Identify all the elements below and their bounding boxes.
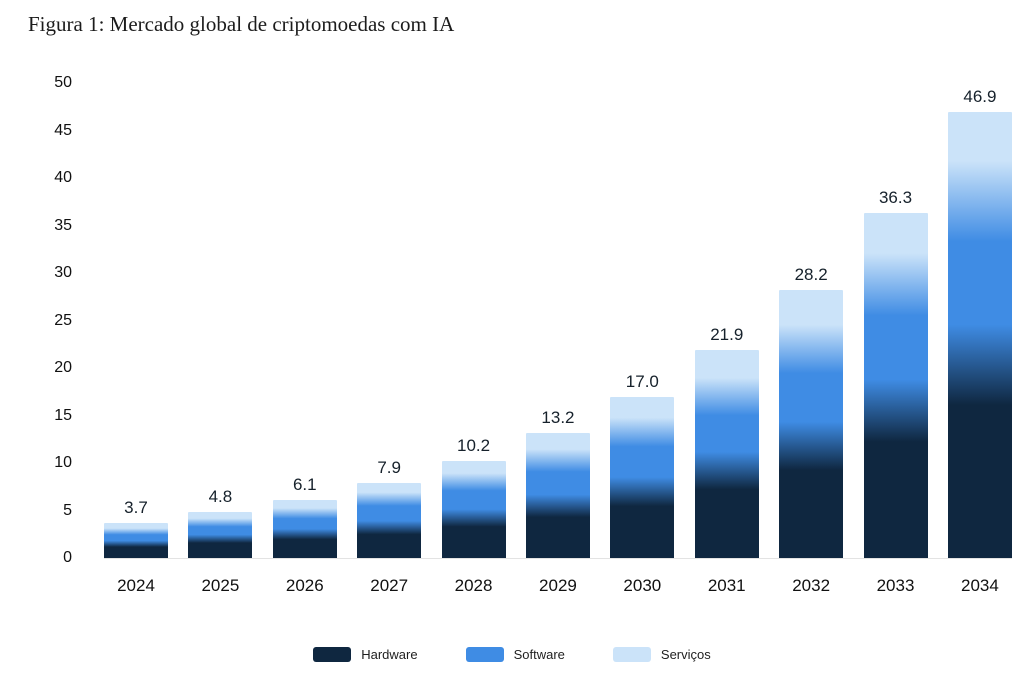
stacked-bar (947, 112, 1012, 558)
bar-group: 6.1 (272, 83, 337, 558)
bar-group: 21.9 (694, 83, 759, 558)
legend-item: Serviços (612, 647, 711, 662)
x-axis: 2024 2025 2026 2027 2028 2029 2030 2031 2032 2033… (104, 576, 1012, 596)
y-tick-label: 20 (54, 359, 72, 376)
y-tick-label: 0 (63, 549, 72, 566)
y-tick-label: 40 (54, 169, 72, 186)
y-tick-label: 35 (54, 216, 72, 234)
bar-value-label: 6.1 (292, 475, 317, 495)
bar-group: 3.7 (104, 83, 168, 558)
stacked-bar (779, 290, 844, 558)
x-axis-label: 2032 (792, 576, 831, 595)
legend-swatch (612, 647, 651, 662)
y-tick-label: 45 (54, 121, 72, 139)
bar-value-label: 36.3 (878, 188, 913, 208)
stacked-bar (610, 396, 675, 558)
bar-value-label: 10.2 (457, 436, 491, 456)
legend-swatch (313, 647, 352, 662)
stacked-bar (441, 461, 506, 558)
stacked-bar (863, 213, 928, 558)
bar-value-label: 46.9 (963, 87, 997, 107)
bar-group: 28.2 (779, 83, 844, 558)
bar-value-label: 7.9 (377, 457, 401, 477)
y-axis: 0 5 10 15 20 25 30 35 40 45 50 (26, 74, 72, 566)
bar-group: 13.2 (525, 83, 590, 558)
legend-item: Hardware (313, 647, 418, 662)
bar-value-label: 17.0 (625, 371, 659, 391)
bar-group: 17.0 (610, 83, 675, 558)
y-tick-label: 5 (63, 501, 72, 519)
bar-group: 7.9 (357, 83, 422, 558)
chart-title: Figura 1: Mercado global de criptomoedas… (28, 12, 455, 36)
bars-container: 3.7 4.8 6.1 7.9 10.2 13.2 17.0 21.9 28.2 36.3 46.9 (104, 83, 1012, 558)
x-axis-label: 2029 (539, 576, 577, 595)
bar-value-label: 3.7 (124, 497, 148, 517)
x-axis-label: 2030 (623, 576, 662, 595)
stacked-bar (694, 349, 759, 558)
legend-item: Software (465, 647, 565, 662)
plot-area: 3.7 4.8 6.1 7.9 10.2 13.2 17.0 21.9 28.2 36.3 46.9 (104, 83, 1012, 559)
legend-swatch (465, 647, 504, 662)
y-tick-label: 25 (54, 311, 72, 329)
x-axis-label: 2028 (454, 576, 493, 595)
bar-value-label: 13.2 (541, 407, 575, 427)
x-axis-label: 2031 (707, 576, 746, 595)
legend-label: Software (513, 647, 565, 662)
legend-label: Serviços (660, 647, 711, 662)
y-tick-label: 50 (54, 74, 72, 91)
x-axis-label: 2027 (370, 576, 409, 595)
y-tick-label: 15 (54, 406, 72, 424)
bar-group: 36.3 (863, 83, 928, 558)
bar-group: 10.2 (441, 83, 506, 558)
x-axis-label: 2034 (960, 576, 999, 595)
x-axis-label: 2026 (285, 576, 324, 595)
stacked-bar (357, 482, 422, 558)
stacked-bar (525, 432, 590, 558)
bar-value-label: 21.9 (710, 324, 744, 344)
bar-value-label: 4.8 (208, 487, 233, 507)
legend-label: Hardware (361, 647, 418, 662)
x-axis-label: 2033 (876, 576, 915, 595)
stacked-bar (188, 512, 253, 558)
x-axis-label: 2025 (201, 576, 240, 595)
bar-group: 46.9 (947, 83, 1012, 558)
legend: Hardware Software Serviços (0, 647, 1024, 662)
bar-value-label: 28.2 (794, 265, 828, 285)
y-tick-label: 10 (54, 454, 72, 471)
stacked-bar (104, 522, 168, 558)
bar-group: 4.8 (188, 83, 253, 558)
x-axis-label: 2024 (117, 576, 155, 595)
stacked-bar (272, 500, 337, 558)
y-tick-label: 30 (54, 264, 72, 281)
